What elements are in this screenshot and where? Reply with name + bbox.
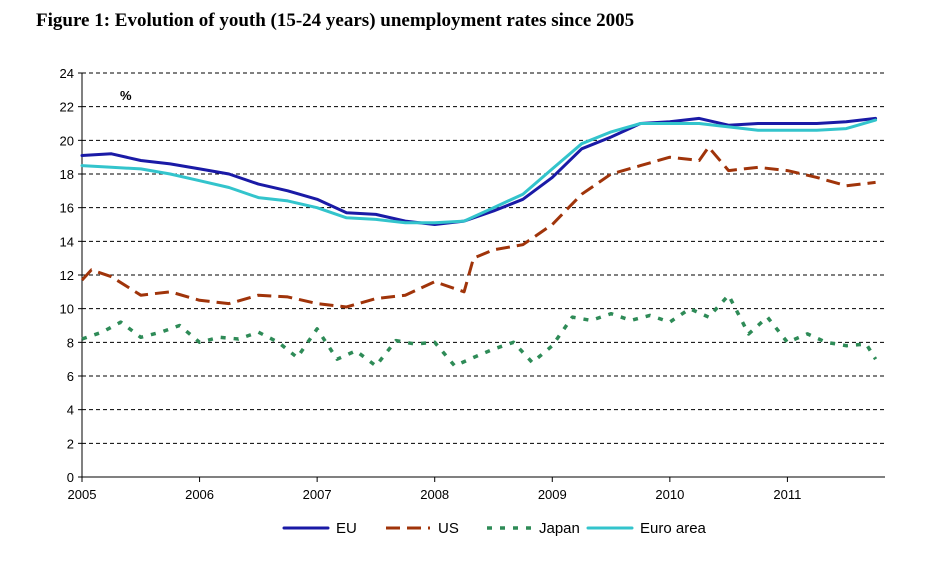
x-tick-label: 2008 xyxy=(420,487,449,502)
y-tick-label: 6 xyxy=(67,369,74,384)
y-tick-label: 2 xyxy=(67,436,74,451)
series-line-euro-area xyxy=(80,118,878,225)
x-axis: 2005 2006 2007 2008 2009 2010 2011 xyxy=(68,476,885,502)
legend-label: Japan xyxy=(539,520,580,537)
grid-lines xyxy=(82,72,885,444)
y-tick-label: 18 xyxy=(60,167,74,182)
series-line-japan xyxy=(81,293,878,368)
figure-title: Figure 1: Evolution of youth (15-24 year… xyxy=(36,10,635,31)
y-tick-label: 12 xyxy=(60,268,74,283)
series-line-eu xyxy=(80,116,878,226)
x-tick-label: 2009 xyxy=(538,487,567,502)
y-tick-label: 4 xyxy=(67,403,74,418)
y-tick-label: 10 xyxy=(60,302,74,317)
y-tick-label: 20 xyxy=(60,133,74,148)
legend-label: EU xyxy=(336,520,357,537)
y-tick-label: 0 xyxy=(67,470,74,485)
x-tick-label: 2007 xyxy=(303,487,332,502)
x-tick-label: 2006 xyxy=(185,487,214,502)
legend: EU US Japan Euro area xyxy=(282,520,707,537)
legend-label: Euro area xyxy=(640,520,707,537)
y-tick-label: 22 xyxy=(60,100,74,115)
y-tick-label: 24 xyxy=(60,66,74,81)
x-tick-label: 2005 xyxy=(68,487,97,502)
legend-label: US xyxy=(438,520,459,537)
y-tick-label: 14 xyxy=(60,234,74,249)
series-lines xyxy=(80,116,878,368)
y-tick-label: 16 xyxy=(60,201,74,216)
x-tick-label: 2010 xyxy=(655,487,684,502)
x-tick-label: 2011 xyxy=(773,487,801,502)
y-tick-label: 8 xyxy=(67,335,74,350)
series-line-us xyxy=(80,145,876,309)
y-unit-label: % xyxy=(120,88,132,103)
